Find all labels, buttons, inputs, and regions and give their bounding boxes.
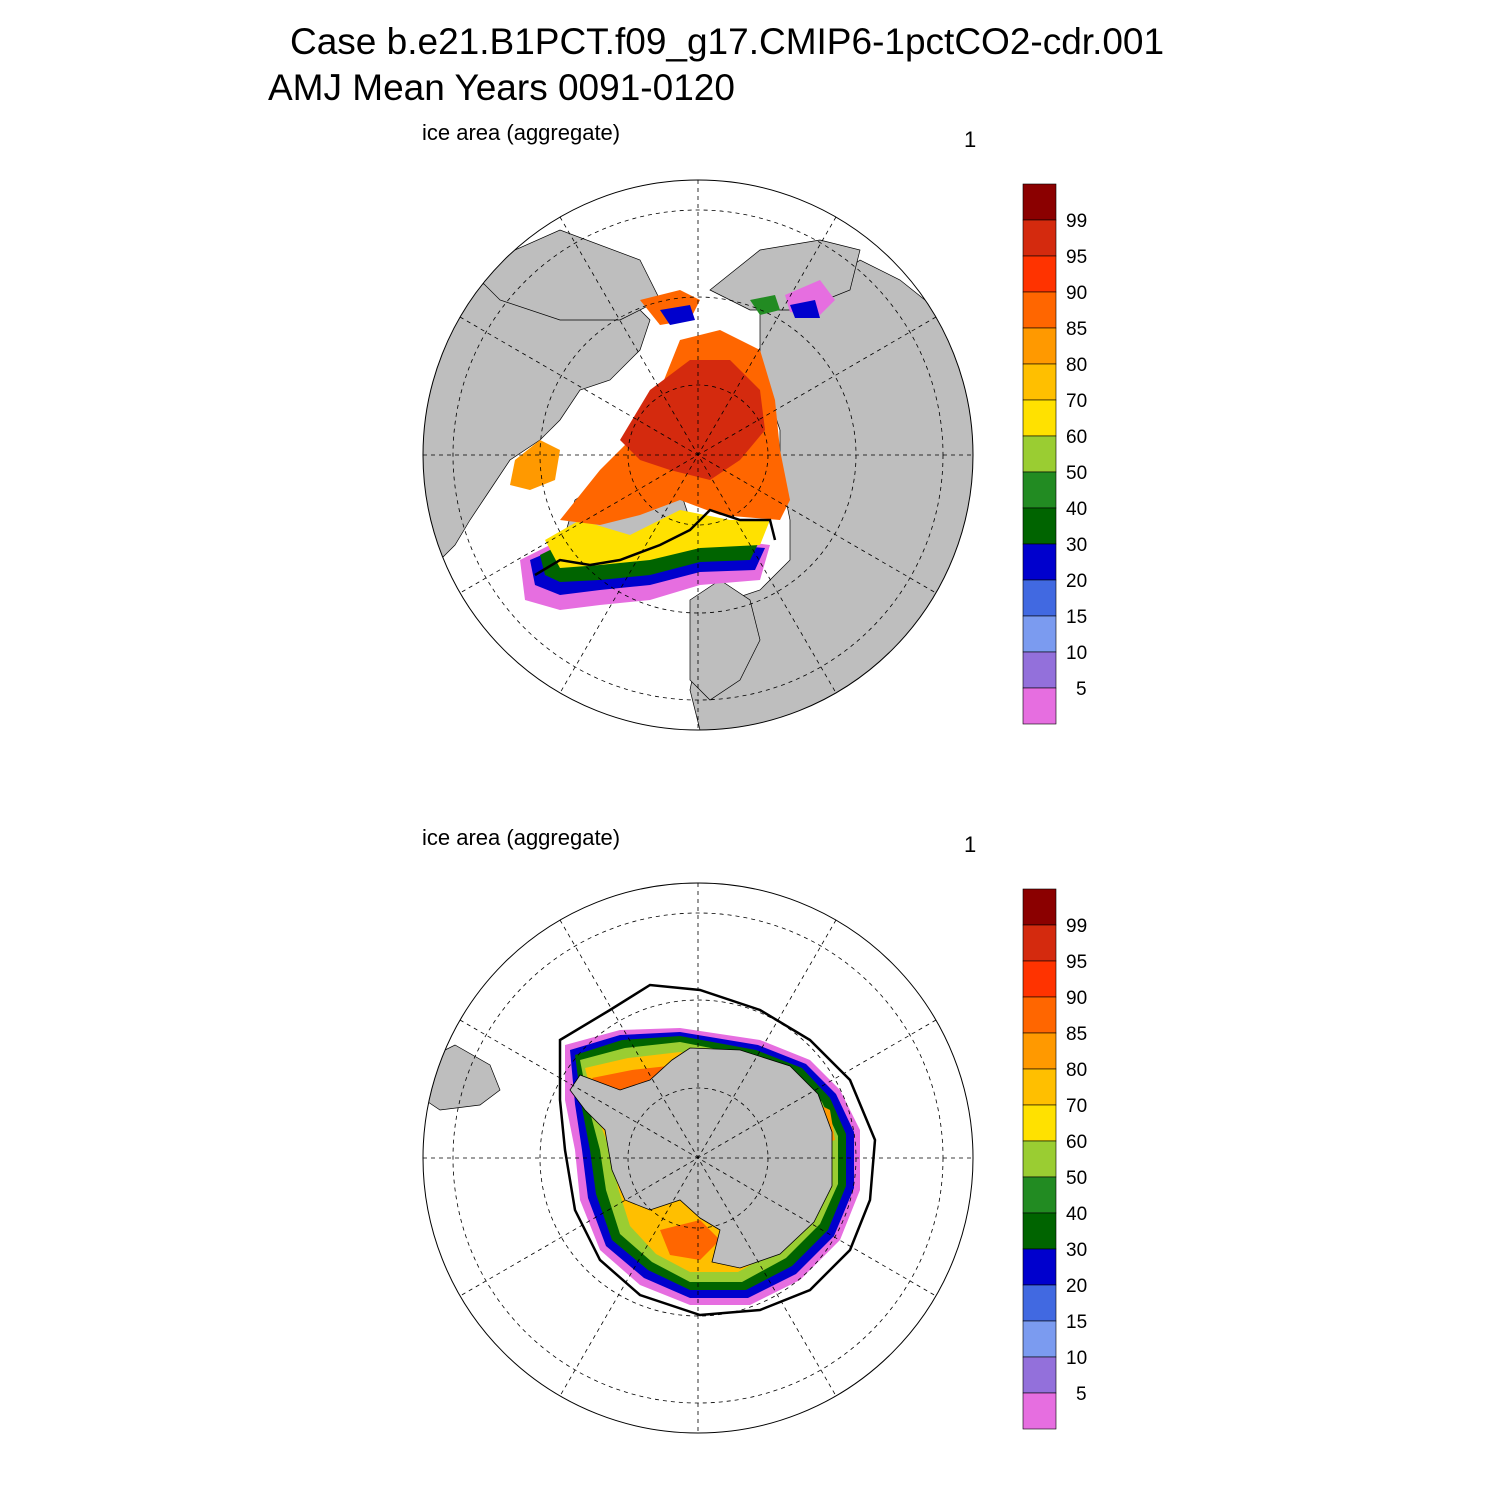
south-panel-variable-label: ice area (aggregate)	[422, 825, 621, 850]
south-colorbar-box	[1022, 960, 1057, 998]
south-colorbar-label: 20	[1066, 1276, 1087, 1297]
north-colorbar-box	[1022, 399, 1057, 437]
north-colorbar-label: 95	[1066, 247, 1087, 268]
north-colorbar-box	[1022, 579, 1057, 617]
south-colorbar-box	[1022, 996, 1057, 1034]
north-colorbar: 99 95 90 85 80 70 60 50 40 30 20 15 10 5	[1022, 183, 1087, 725]
north-colorbar-label: 50	[1066, 463, 1087, 484]
north-colorbar-label: 30	[1066, 535, 1087, 556]
south-colorbar: 99 95 90 85 80 70 60 50 40 30 20 15 10 5	[1022, 888, 1087, 1430]
south-colorbar-label: 50	[1066, 1168, 1087, 1189]
south-colorbar-box	[1022, 1392, 1057, 1430]
south-colorbar-box	[1022, 1284, 1057, 1322]
south-colorbar-box	[1022, 1212, 1057, 1250]
north-graticule	[423, 180, 973, 730]
south-colorbar-label: 70	[1066, 1096, 1087, 1117]
south-colorbar-box	[1022, 1032, 1057, 1070]
south-colorbar-label: 60	[1066, 1132, 1087, 1153]
south-colorbar-label: 30	[1066, 1240, 1087, 1261]
north-colorbar-label: 40	[1066, 499, 1087, 520]
south-map-border	[422, 882, 974, 1434]
south-colorbar-label: 80	[1066, 1060, 1087, 1081]
north-colorbar-box	[1022, 327, 1057, 365]
north-colorbar-label: 85	[1066, 319, 1087, 340]
south-colorbar-box	[1022, 1104, 1057, 1142]
north-panel-variable-label: ice area (aggregate)	[422, 120, 621, 145]
south-colorbar-label: 15	[1066, 1312, 1087, 1333]
south-colorbar-box	[1022, 1068, 1057, 1106]
north-colorbar-label: 70	[1066, 391, 1087, 412]
north-colorbar-label: 90	[1066, 283, 1087, 304]
north-colorbar-label: 10	[1066, 643, 1087, 664]
south-colorbar-label: 40	[1066, 1204, 1087, 1225]
north-polar-map	[422, 179, 974, 731]
south-polar-map	[422, 882, 974, 1434]
north-colorbar-box	[1022, 219, 1057, 257]
north-panel-number: 1	[964, 127, 977, 152]
north-colorbar-box	[1022, 471, 1057, 509]
south-graticule	[423, 883, 973, 1433]
south-colorbar-box	[1022, 1320, 1057, 1358]
north-land	[423, 229, 973, 730]
north-colorbar-label: 5	[1076, 679, 1087, 700]
south-colorbar-box	[1022, 1248, 1057, 1286]
south-colorbar-label: 90	[1066, 988, 1087, 1009]
south-colorbar-label: 85	[1066, 1024, 1087, 1045]
north-colorbar-box	[1022, 183, 1057, 221]
north-colorbar-box	[1022, 687, 1057, 725]
north-colorbar-label: 80	[1066, 355, 1087, 376]
north-map-border	[422, 179, 974, 731]
north-colorbar-label: 99	[1066, 211, 1087, 232]
figure-title-case: Case b.e21.B1PCT.f09_g17.CMIP6-1pctCO2-c…	[290, 21, 1165, 62]
south-colorbar-box	[1022, 924, 1057, 962]
north-colorbar-box	[1022, 651, 1057, 689]
north-colorbar-label: 15	[1066, 607, 1087, 628]
south-colorbar-box	[1022, 1140, 1057, 1178]
south-land-and-ice	[424, 983, 877, 1317]
north-colorbar-box	[1022, 255, 1057, 293]
north-colorbar-box	[1022, 291, 1057, 329]
south-colorbar-box	[1022, 1176, 1057, 1214]
north-colorbar-label: 60	[1066, 427, 1087, 448]
north-colorbar-box	[1022, 435, 1057, 473]
north-colorbar-box	[1022, 507, 1057, 545]
north-colorbar-label: 20	[1066, 571, 1087, 592]
south-colorbar-label: 5	[1076, 1384, 1087, 1405]
north-colorbar-box	[1022, 615, 1057, 653]
south-colorbar-box	[1022, 1356, 1057, 1394]
south-colorbar-box	[1022, 888, 1057, 926]
south-colorbar-label: 10	[1066, 1348, 1087, 1369]
figure-title-period: AMJ Mean Years 0091-0120	[268, 67, 735, 108]
north-colorbar-box	[1022, 543, 1057, 581]
south-colorbar-label: 99	[1066, 916, 1087, 937]
south-panel-number: 1	[964, 832, 977, 857]
south-colorbar-label: 95	[1066, 952, 1087, 973]
north-colorbar-box	[1022, 363, 1057, 401]
